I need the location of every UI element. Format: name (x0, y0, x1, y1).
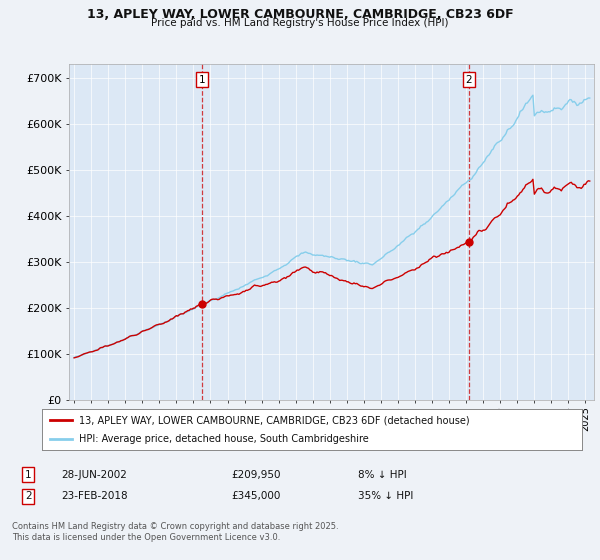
Text: £209,950: £209,950 (231, 470, 280, 480)
Text: £345,000: £345,000 (231, 491, 280, 501)
Text: HPI: Average price, detached house, South Cambridgeshire: HPI: Average price, detached house, Sout… (79, 434, 368, 444)
Text: 13, APLEY WAY, LOWER CAMBOURNE, CAMBRIDGE, CB23 6DF: 13, APLEY WAY, LOWER CAMBOURNE, CAMBRIDG… (86, 8, 514, 21)
Text: 35% ↓ HPI: 35% ↓ HPI (358, 491, 413, 501)
Text: 1: 1 (199, 74, 205, 85)
Text: 28-JUN-2002: 28-JUN-2002 (61, 470, 127, 480)
Text: 13, APLEY WAY, LOWER CAMBOURNE, CAMBRIDGE, CB23 6DF (detached house): 13, APLEY WAY, LOWER CAMBOURNE, CAMBRIDG… (79, 416, 469, 426)
Text: 23-FEB-2018: 23-FEB-2018 (61, 491, 128, 501)
Text: Price paid vs. HM Land Registry's House Price Index (HPI): Price paid vs. HM Land Registry's House … (151, 18, 449, 29)
Text: 2: 2 (466, 74, 472, 85)
Text: Contains HM Land Registry data © Crown copyright and database right 2025.
This d: Contains HM Land Registry data © Crown c… (12, 522, 338, 542)
Text: 8% ↓ HPI: 8% ↓ HPI (358, 470, 406, 480)
Text: 2: 2 (25, 491, 31, 501)
Text: 1: 1 (25, 470, 31, 480)
